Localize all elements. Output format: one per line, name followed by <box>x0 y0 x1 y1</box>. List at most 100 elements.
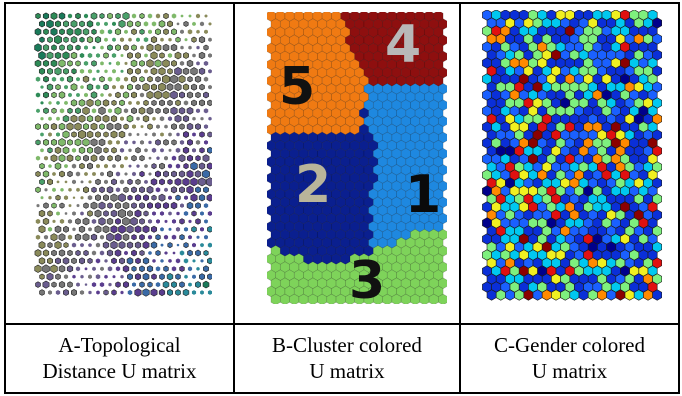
hex-node <box>187 76 193 83</box>
hex-node <box>71 163 77 169</box>
hex-node <box>51 281 57 288</box>
hex-node <box>148 29 152 35</box>
hex-node <box>179 139 185 145</box>
hex-node <box>91 282 97 288</box>
hex-node <box>86 130 94 139</box>
hex-node <box>174 51 182 60</box>
hex-node <box>50 27 58 36</box>
hex-node <box>200 290 204 295</box>
hex-node <box>136 164 140 168</box>
hex-node <box>56 116 60 121</box>
hex-node-cluster-3 <box>438 293 447 304</box>
hex-node <box>79 290 85 295</box>
hex-node <box>183 258 189 264</box>
hex-node <box>175 226 181 232</box>
hex-node <box>68 203 72 208</box>
hex-node <box>158 20 166 28</box>
hex-node <box>35 155 41 161</box>
hex-node <box>191 147 197 153</box>
hex-node <box>83 60 89 66</box>
hex-node-gender <box>615 289 626 301</box>
hex-node <box>98 217 106 226</box>
hex-node <box>70 51 78 60</box>
hex-node <box>131 234 137 241</box>
hex-node <box>55 289 61 296</box>
hex-node <box>195 91 201 99</box>
hex-node <box>48 132 52 137</box>
hex-node <box>200 211 204 216</box>
hex-node <box>47 226 53 232</box>
hex-node <box>120 53 124 58</box>
hex-node <box>163 107 169 115</box>
hex-node <box>203 44 209 51</box>
hex-node <box>47 242 53 249</box>
hex-node <box>78 129 86 140</box>
hex-node <box>76 92 80 98</box>
hex-node <box>190 177 198 187</box>
hex-node <box>40 116 44 121</box>
hex-node <box>111 147 117 154</box>
hex-node <box>98 201 106 210</box>
hex-node <box>124 172 128 176</box>
hex-node <box>51 202 57 209</box>
hex-node <box>100 61 104 66</box>
hex-node <box>112 69 116 74</box>
hex-node <box>128 164 132 168</box>
hex-node <box>170 106 178 115</box>
hex-node <box>134 273 142 281</box>
hex-node <box>155 170 161 178</box>
hex-node <box>156 219 160 224</box>
hex-node <box>195 218 201 225</box>
hex-node <box>94 115 102 123</box>
hex-node <box>130 217 138 226</box>
hex-node <box>205 177 212 187</box>
hex-node <box>34 27 42 36</box>
hex-node <box>74 233 82 241</box>
hex-node <box>166 83 174 91</box>
hex-node <box>123 44 129 51</box>
hex-node <box>48 101 52 105</box>
hex-node <box>100 45 104 50</box>
hex-node <box>95 274 101 280</box>
hex-node <box>208 37 212 42</box>
hex-node <box>203 186 209 194</box>
hex-node <box>152 258 156 263</box>
hex-node <box>56 100 60 105</box>
hex-node <box>107 12 113 20</box>
hex-node <box>124 250 128 256</box>
hex-node <box>104 37 108 42</box>
hex-node <box>42 12 50 20</box>
hex-node <box>110 193 118 202</box>
hex-node <box>75 60 81 67</box>
hex-node <box>58 233 66 242</box>
hex-node <box>191 226 197 233</box>
hex-node <box>115 61 121 66</box>
hex-node <box>86 83 94 91</box>
hex-node <box>35 139 41 146</box>
hex-node <box>147 13 153 19</box>
hex-node <box>79 68 85 74</box>
hex-node <box>203 124 209 129</box>
hex-node <box>139 218 145 225</box>
hex-node <box>114 232 122 242</box>
hex-node <box>58 265 66 273</box>
hex-node <box>35 281 41 288</box>
hex-node <box>43 107 49 115</box>
hex-node <box>103 147 109 154</box>
hex-node <box>139 186 145 194</box>
hex-node <box>171 234 177 240</box>
hex-node <box>54 51 62 60</box>
hex-node <box>195 249 201 257</box>
hex-node <box>175 163 181 169</box>
hex-node <box>174 114 182 123</box>
hex-node <box>42 264 50 274</box>
hex-node-gender <box>551 289 561 301</box>
hex-node <box>186 122 194 131</box>
hex-node <box>146 185 154 194</box>
hex-node <box>38 241 46 250</box>
hex-node <box>99 155 105 162</box>
hex-node <box>167 178 173 185</box>
hex-node <box>80 211 84 216</box>
hex-node <box>122 217 130 226</box>
hex-node <box>132 140 136 145</box>
